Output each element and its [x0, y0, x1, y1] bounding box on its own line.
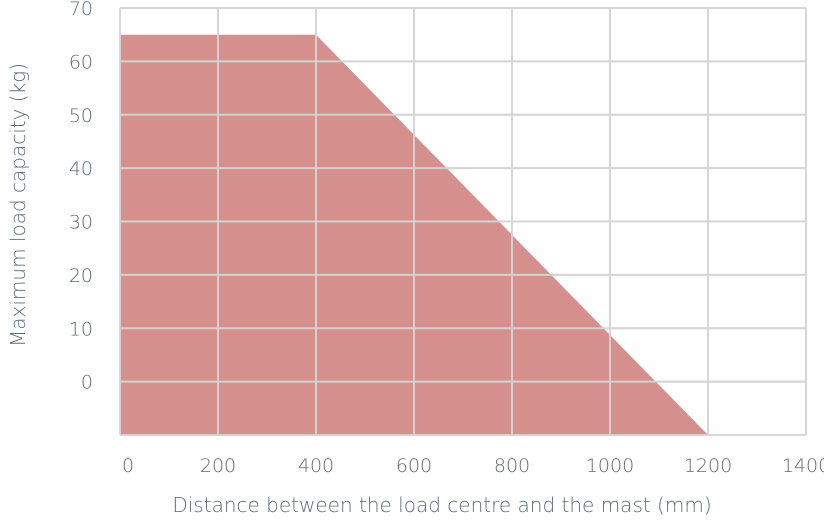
y-tick-label: 30: [69, 212, 93, 234]
x-tick-label: 600: [396, 455, 432, 477]
x-tick-label: 1000: [586, 455, 634, 477]
x-tick-label: 200: [200, 455, 236, 477]
y-tick-label: 40: [69, 158, 93, 180]
x-axis-ticks: 0 200 400 600 800 1000 1200 1400: [122, 455, 824, 477]
y-axis-label: Maximum load capacity (kg): [6, 63, 30, 347]
y-tick-label: 50: [69, 105, 93, 127]
x-tick-label: 1400: [782, 455, 824, 477]
y-tick-label: 0: [81, 372, 93, 394]
x-tick-label: 400: [298, 455, 334, 477]
y-tick-label: 70: [69, 0, 93, 20]
y-tick-label: 10: [69, 318, 93, 340]
x-tick-label: 800: [494, 455, 530, 477]
y-tick-label: 60: [69, 51, 93, 73]
x-tick-label: 1200: [684, 455, 732, 477]
x-axis-label: Distance between the load centre and the…: [172, 493, 711, 517]
x-tick-label: 0: [122, 455, 134, 477]
y-axis-ticks: 70 60 50 40 30 20 10 0: [69, 0, 93, 394]
y-tick-label: 20: [69, 265, 93, 287]
